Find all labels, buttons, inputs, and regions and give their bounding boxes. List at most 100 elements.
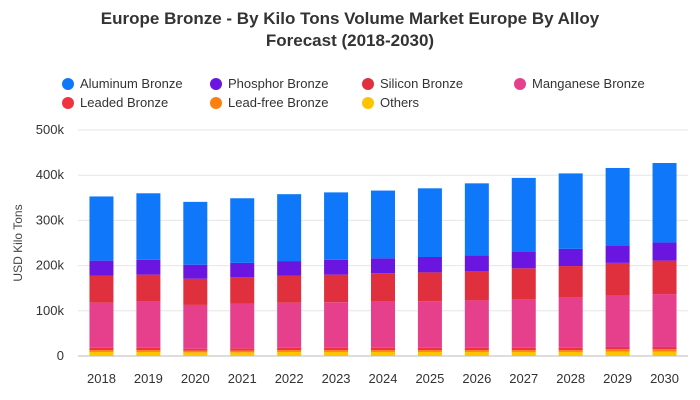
bar-segment [230, 348, 255, 351]
x-tick-label: 2026 [462, 371, 491, 386]
chart-title-line-1: Europe Bronze - By Kilo Tons Volume Mark… [100, 9, 600, 28]
legend-label: Aluminum Bronze [80, 76, 183, 91]
legend-item-silicon-bronze[interactable]: Silicon Bronze [362, 76, 463, 91]
x-tick-label: 2019 [134, 371, 163, 386]
bar-segment [558, 248, 583, 267]
bar-segment [511, 350, 536, 352]
bar-segment [324, 350, 349, 352]
bar-segment [324, 302, 349, 348]
y-tick-label: 100k [36, 303, 65, 318]
bar-segment [371, 301, 395, 348]
bar-segment [371, 350, 395, 352]
x-tick-label: 2024 [369, 371, 398, 386]
bar-segment [464, 300, 489, 348]
bar-segment [89, 350, 114, 352]
bar-segment [183, 350, 208, 353]
y-tick-label: 300k [36, 212, 65, 227]
bar-segment [605, 295, 630, 347]
bar-segment [417, 347, 442, 351]
bar-segment [136, 274, 161, 302]
bar-segment [511, 177, 536, 252]
bar-segment [230, 277, 255, 304]
bar-segment [277, 350, 302, 352]
x-tick-label: 2028 [556, 371, 585, 386]
x-tick-label: 2029 [603, 371, 632, 386]
bar-segment [136, 301, 161, 348]
chart-title: Europe Bronze - By Kilo Tons Volume Mark… [0, 8, 700, 52]
bar-segment [324, 347, 349, 351]
x-tick-label: 2030 [650, 371, 679, 386]
y-tick-label: 0 [57, 348, 64, 363]
bar-segment [89, 260, 114, 276]
bar-segment [371, 273, 395, 302]
bar-segment [558, 173, 583, 249]
bar-segment [652, 162, 677, 243]
bar-segment [417, 351, 442, 356]
y-tick-label: 500k [36, 122, 65, 137]
bar-segment [558, 297, 583, 348]
bar-segment [89, 347, 114, 351]
legend-label: Phosphor Bronze [228, 76, 329, 91]
bar-segment [464, 183, 489, 256]
x-tick-label: 2020 [181, 371, 210, 386]
bar-segment [230, 198, 255, 263]
bar-segment [324, 351, 349, 356]
bar-segment [652, 294, 677, 347]
bar-segment [230, 262, 255, 278]
bar-segment [417, 272, 442, 302]
bar-segment [371, 190, 395, 259]
bar-segment [136, 347, 161, 351]
legend-label: Silicon Bronze [380, 76, 464, 91]
bar-segment [417, 257, 442, 273]
bar-segment [558, 351, 583, 356]
bar-segment [277, 261, 302, 276]
legend-item-others[interactable]: Others [362, 95, 419, 110]
bar-segment [136, 351, 161, 356]
legend-label: Lead-free Bronze [228, 95, 329, 110]
bar-segment [605, 245, 630, 263]
bar-segment [277, 275, 302, 303]
bar-segment [277, 347, 302, 351]
bar-segment [324, 274, 349, 303]
legend-item-lead-free-bronze[interactable]: Lead-free Bronze [210, 95, 328, 110]
bar-segment [324, 259, 349, 275]
bar-segment [371, 258, 395, 274]
x-tick-label: 2022 [275, 371, 304, 386]
legend-swatch [62, 96, 74, 109]
legend-item-aluminum-bronze[interactable]: Aluminum Bronze [62, 76, 183, 91]
bar-segment [464, 351, 489, 356]
bar-segment [89, 275, 114, 303]
bar-segment [277, 351, 302, 356]
bar-segment [464, 350, 489, 352]
bar-segment [230, 352, 255, 356]
y-tick-label: 400k [36, 167, 65, 182]
chart-legend: Aluminum Bronze Phosphor Bronze Silicon … [0, 72, 700, 116]
bar-segment [511, 299, 536, 348]
bar-segment [605, 167, 630, 246]
legend-item-phosphor-bronze[interactable]: Phosphor Bronze [210, 76, 328, 91]
bar-segment [464, 255, 489, 272]
bar-segment [277, 194, 302, 262]
bar-segment [371, 351, 395, 356]
legend-item-leaded-bronze[interactable]: Leaded Bronze [62, 95, 168, 110]
bar-segment [89, 302, 114, 348]
x-tick-label: 2023 [322, 371, 351, 386]
bar-segment [183, 304, 208, 349]
bar-segment [183, 348, 208, 351]
bar-segment [136, 350, 161, 352]
bar-segment [511, 351, 536, 356]
x-tick-label: 2025 [415, 371, 444, 386]
x-tick-label: 2021 [228, 371, 257, 386]
legend-label: Manganese Bronze [532, 76, 645, 91]
bar-segment [464, 271, 489, 301]
legend-label: Others [380, 95, 420, 110]
bar-segment [371, 347, 395, 351]
bar-segment [464, 347, 489, 351]
legend-item-manganese-bronze[interactable]: Manganese Bronze [514, 76, 645, 91]
bar-segment [511, 251, 536, 269]
bar-segment [511, 268, 536, 300]
bar-segment [183, 352, 208, 356]
bar-segment [652, 346, 677, 350]
bar-segment [277, 302, 302, 348]
